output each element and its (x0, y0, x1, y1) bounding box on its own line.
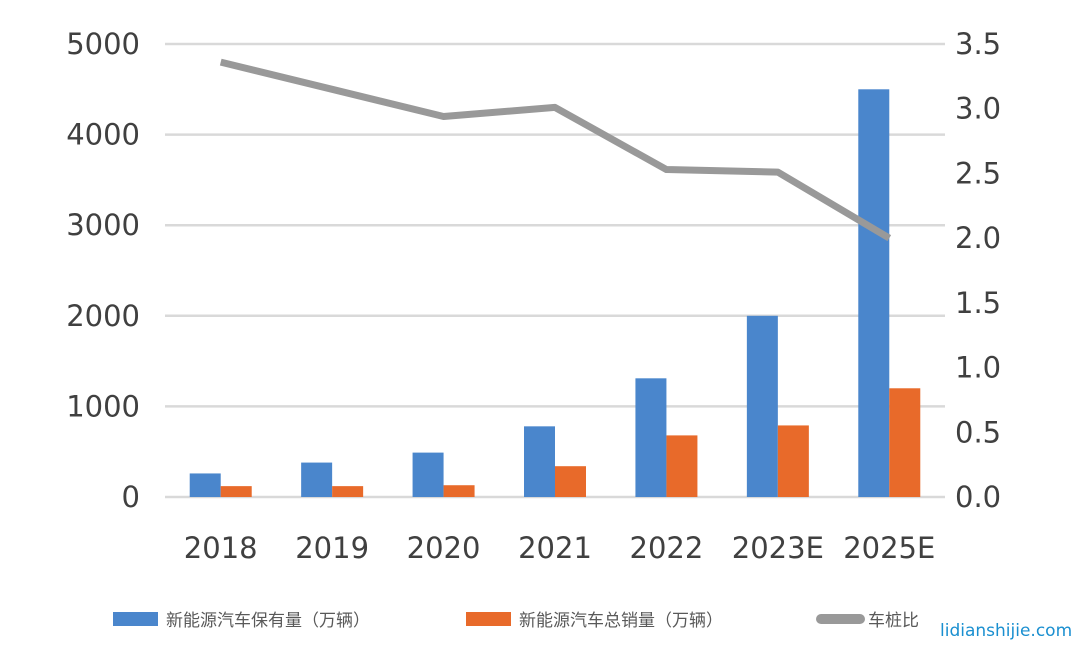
x-tick-label: 2018 (184, 531, 258, 565)
right-tick-label: 0.5 (955, 415, 1001, 449)
right-tick-label: 2.5 (955, 156, 1001, 190)
line-ratio (219, 58, 892, 242)
bar-stock (635, 378, 667, 497)
bar-sales (889, 388, 921, 497)
bar-sales (443, 485, 475, 497)
x-axis-ticks: 2018 2019 2020 2021 2022 2023E 2025E (184, 531, 936, 565)
legend-label: 新能源汽车总销量（万辆） (519, 611, 723, 631)
x-tick-label: 2020 (407, 531, 481, 565)
gridlines (165, 42, 945, 499)
left-tick-label: 1000 (66, 389, 140, 423)
right-axis-ticks: 0.0 0.5 1.0 1.5 2.0 2.5 3.0 3.5 (955, 27, 1001, 514)
bar-sales (777, 425, 809, 497)
watermark: lidianshijie.com (940, 621, 1072, 641)
left-tick-label: 0 (122, 480, 140, 514)
legend-label: 车桩比 (868, 611, 919, 631)
right-tick-label: 3.5 (955, 27, 1001, 61)
legend: 新能源汽车保有量（万辆） 新能源汽车总销量（万辆） 车桩比 (113, 611, 919, 631)
bar-stock (189, 473, 221, 497)
bar-stock (412, 452, 444, 497)
right-tick-label: 1.5 (955, 286, 1001, 320)
left-tick-label: 5000 (66, 27, 140, 61)
bars (189, 89, 921, 498)
left-tick-label: 4000 (66, 118, 140, 152)
bar-sales (220, 486, 252, 497)
left-tick-label: 3000 (66, 208, 140, 242)
left-tick-label: 2000 (66, 299, 140, 333)
x-tick-label: 2025E (843, 531, 935, 565)
legend-swatch (113, 612, 158, 626)
bar-sales (666, 435, 698, 497)
right-tick-label: 3.0 (955, 92, 1001, 126)
bar-stock (858, 89, 890, 498)
legend-label: 新能源汽车保有量（万辆） (166, 611, 370, 631)
legend-swatch (466, 612, 511, 626)
right-tick-label: 1.0 (955, 351, 1001, 385)
left-axis-ticks: 0 1000 2000 3000 4000 5000 (66, 27, 140, 514)
bar-stock (746, 315, 778, 497)
bar-sales (555, 466, 586, 497)
bar-stock (301, 462, 333, 497)
x-tick-label: 2019 (295, 531, 369, 565)
bar-sales (332, 486, 364, 497)
right-tick-label: 0.0 (955, 480, 1001, 514)
bar-stock (524, 426, 555, 497)
x-tick-label: 2021 (518, 531, 592, 565)
right-tick-label: 2.0 (955, 221, 1001, 255)
x-tick-label: 2023E (732, 531, 824, 565)
line-series (219, 58, 892, 242)
x-tick-label: 2022 (630, 531, 704, 565)
